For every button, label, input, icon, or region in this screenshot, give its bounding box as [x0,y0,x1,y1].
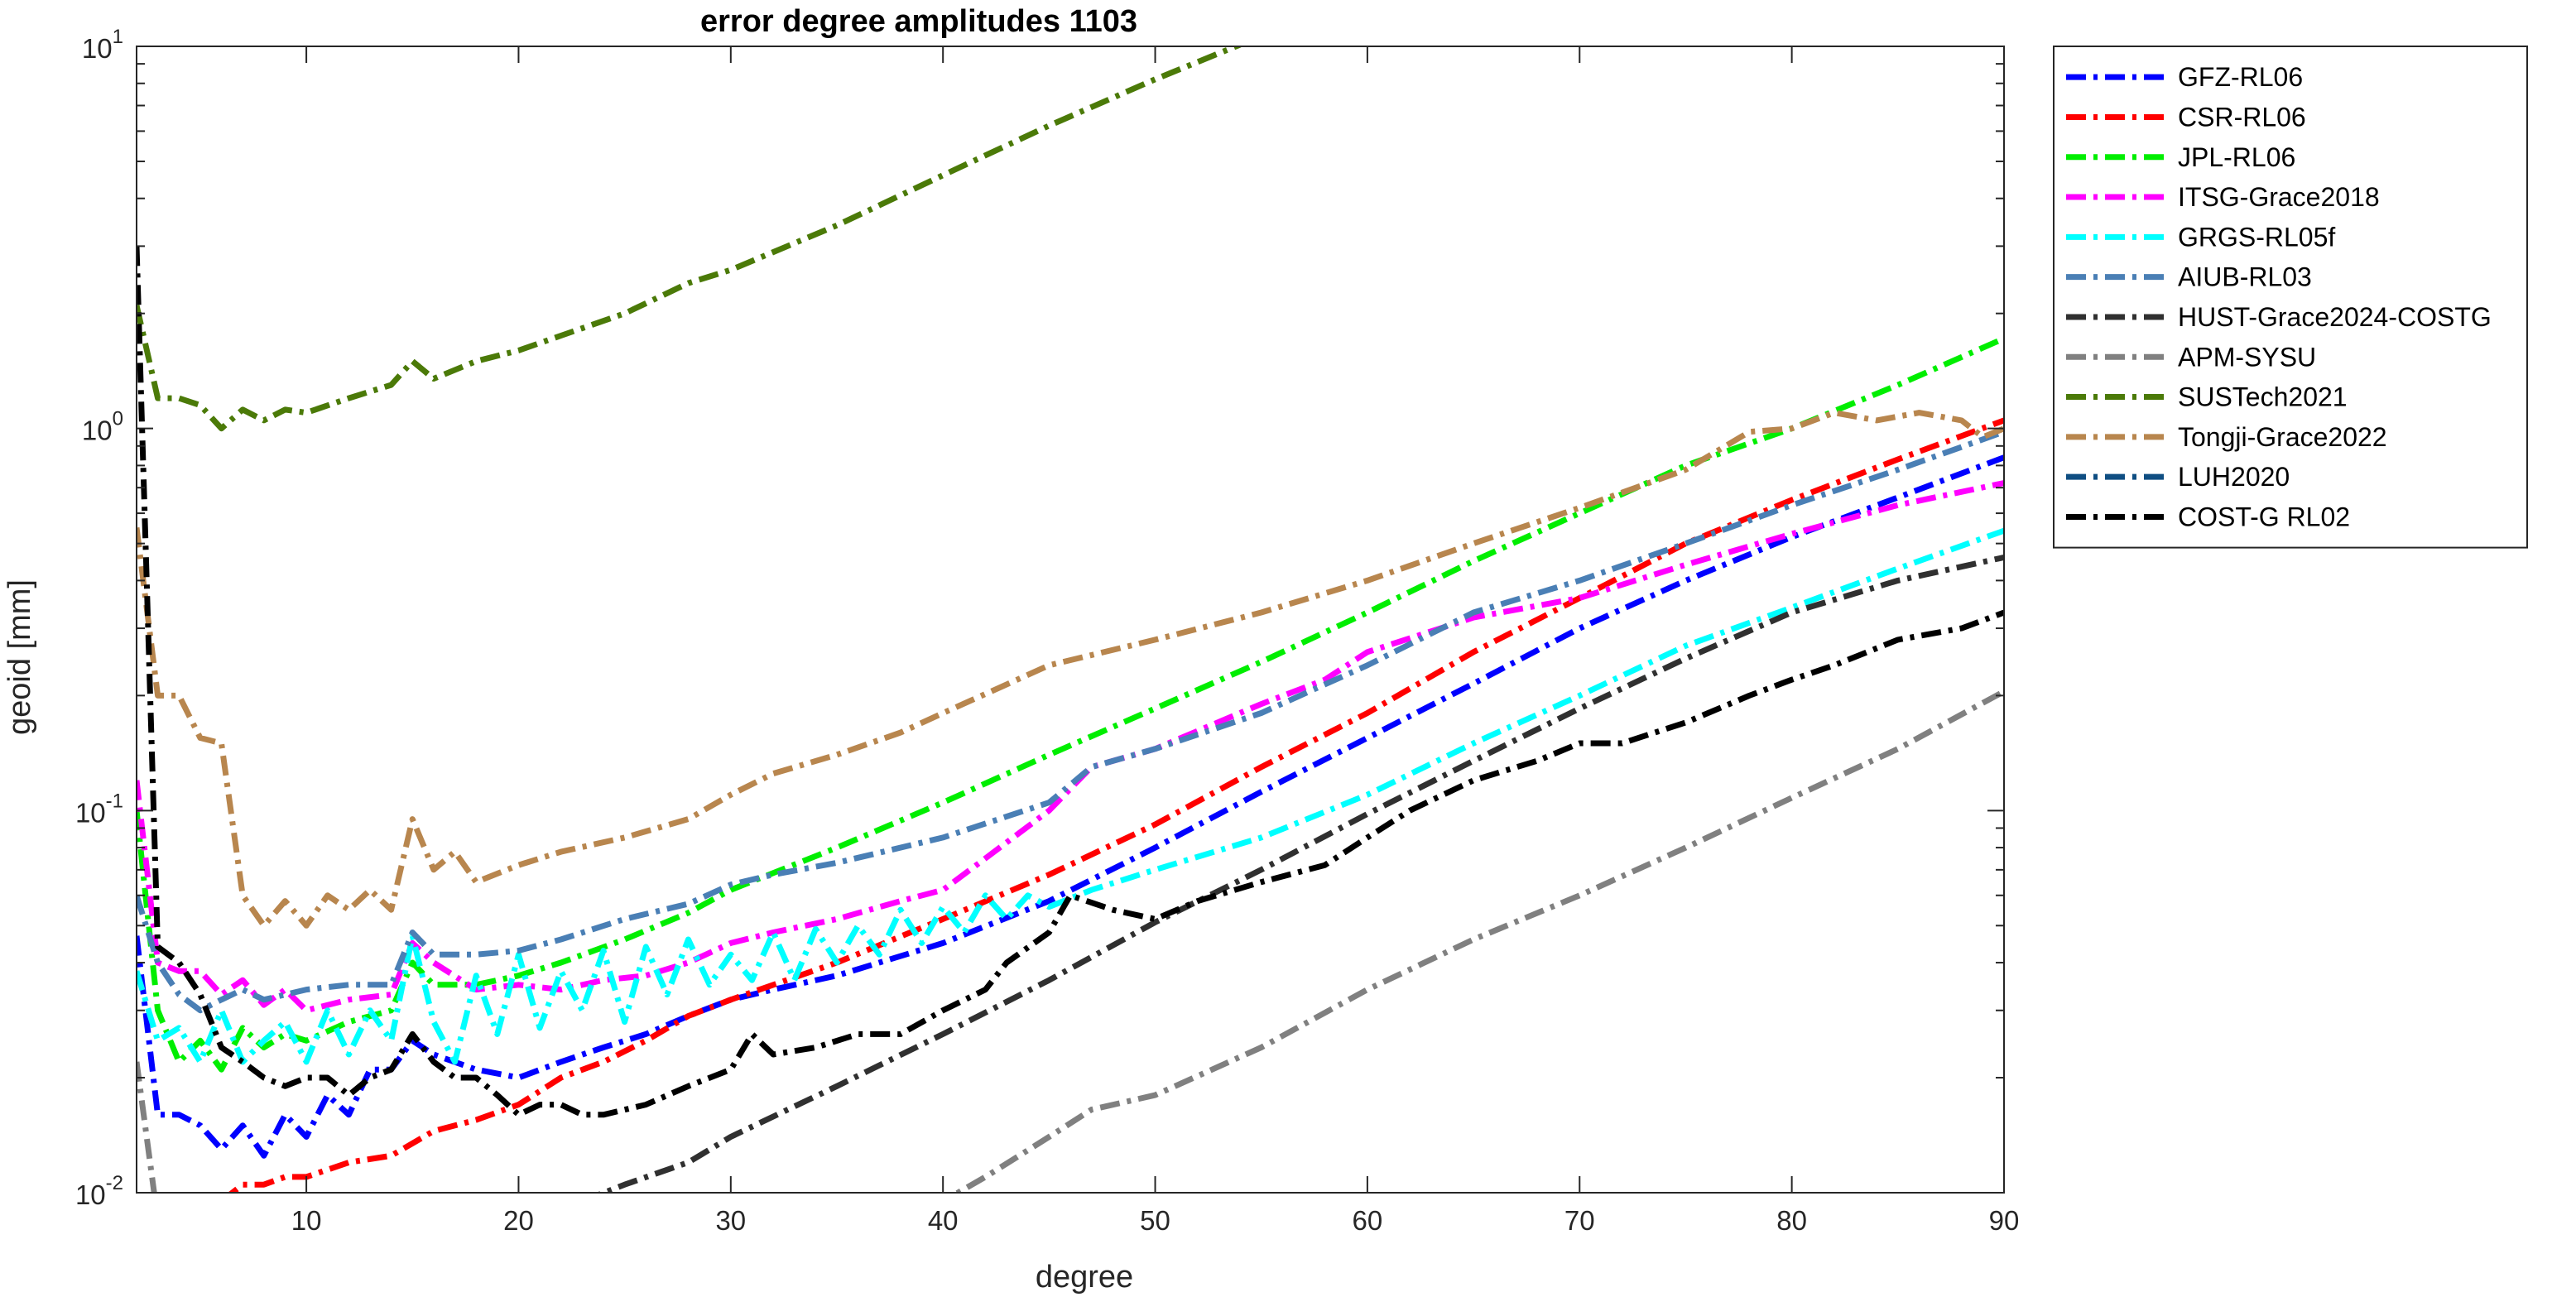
y-axis-label: geoid [mm] [2,579,37,735]
legend-label-sustech2021: SUSTech2021 [2178,382,2348,412]
x-tick-label: 90 [1989,1205,2020,1236]
series-line-sustech2021 [137,46,1242,432]
legend-label-apm-sysu: APM-SYSU [2178,342,2316,372]
legend-label-aiub-rl03: AIUB-RL03 [2178,262,2312,292]
x-tick-label: 20 [503,1205,534,1236]
x-tick-label: 80 [1776,1205,1807,1236]
x-tick-label: 40 [928,1205,959,1236]
plot-area [137,46,2004,1193]
legend-label-grgs-rl05f: GRGS-RL05f [2178,222,2335,252]
series-line-gfz-rl06 [137,454,2004,1159]
legend-box [2053,46,2528,549]
legend-label-hust-grace2024-costg: HUST-Grace2024-COSTG [2178,302,2492,332]
x-tick-label: 70 [1564,1205,1595,1236]
x-axis-label: degree [1036,1260,1133,1295]
series-line-tongji-grace2022 [137,410,2004,929]
x-tick-label: 30 [715,1205,746,1236]
legend-label-gfz-rl06: GFZ-RL06 [2178,62,2303,92]
legend: GFZ-RL06 CSR-RL06 JPL-RL06 ITSG-Grace2018 GR… [2053,46,2528,549]
series-lines [137,46,2004,1193]
x-tick-label: 50 [1140,1205,1170,1236]
series-line-itsg-grace2018 [137,480,2004,1014]
x-tick-label: 60 [1353,1205,1383,1236]
series-line-jpl-rl06 [137,335,2004,1073]
series-line-cost-g-rl02 [137,246,2004,1118]
legend-label-luh2020: LUH2020 [2178,462,2290,492]
x-tick-label: 10 [291,1205,322,1236]
legend-label-tongji-grace2022: Tongji-Grace2022 [2178,422,2387,452]
legend-label-itsg-grace2018: ITSG-Grace2018 [2178,182,2380,212]
axes-box [136,46,2005,1194]
series-line-csr-rl06 [227,417,2004,1193]
series-line-apm-sysu [137,689,2004,1193]
series-line-hust-grace2024-costg [596,554,2004,1193]
legend-label-jpl-rl06: JPL-RL06 [2178,142,2295,172]
series-line-aiub-rl03 [137,429,2004,1014]
legend-label-cost-g-rl02: COST-G RL02 [2178,502,2350,531]
series-line-grgs-rl05f [137,527,2004,1065]
legend-label-csr-rl06: CSR-RL06 [2178,102,2306,132]
chart-title: error degree amplitudes 1103 [700,4,1137,39]
